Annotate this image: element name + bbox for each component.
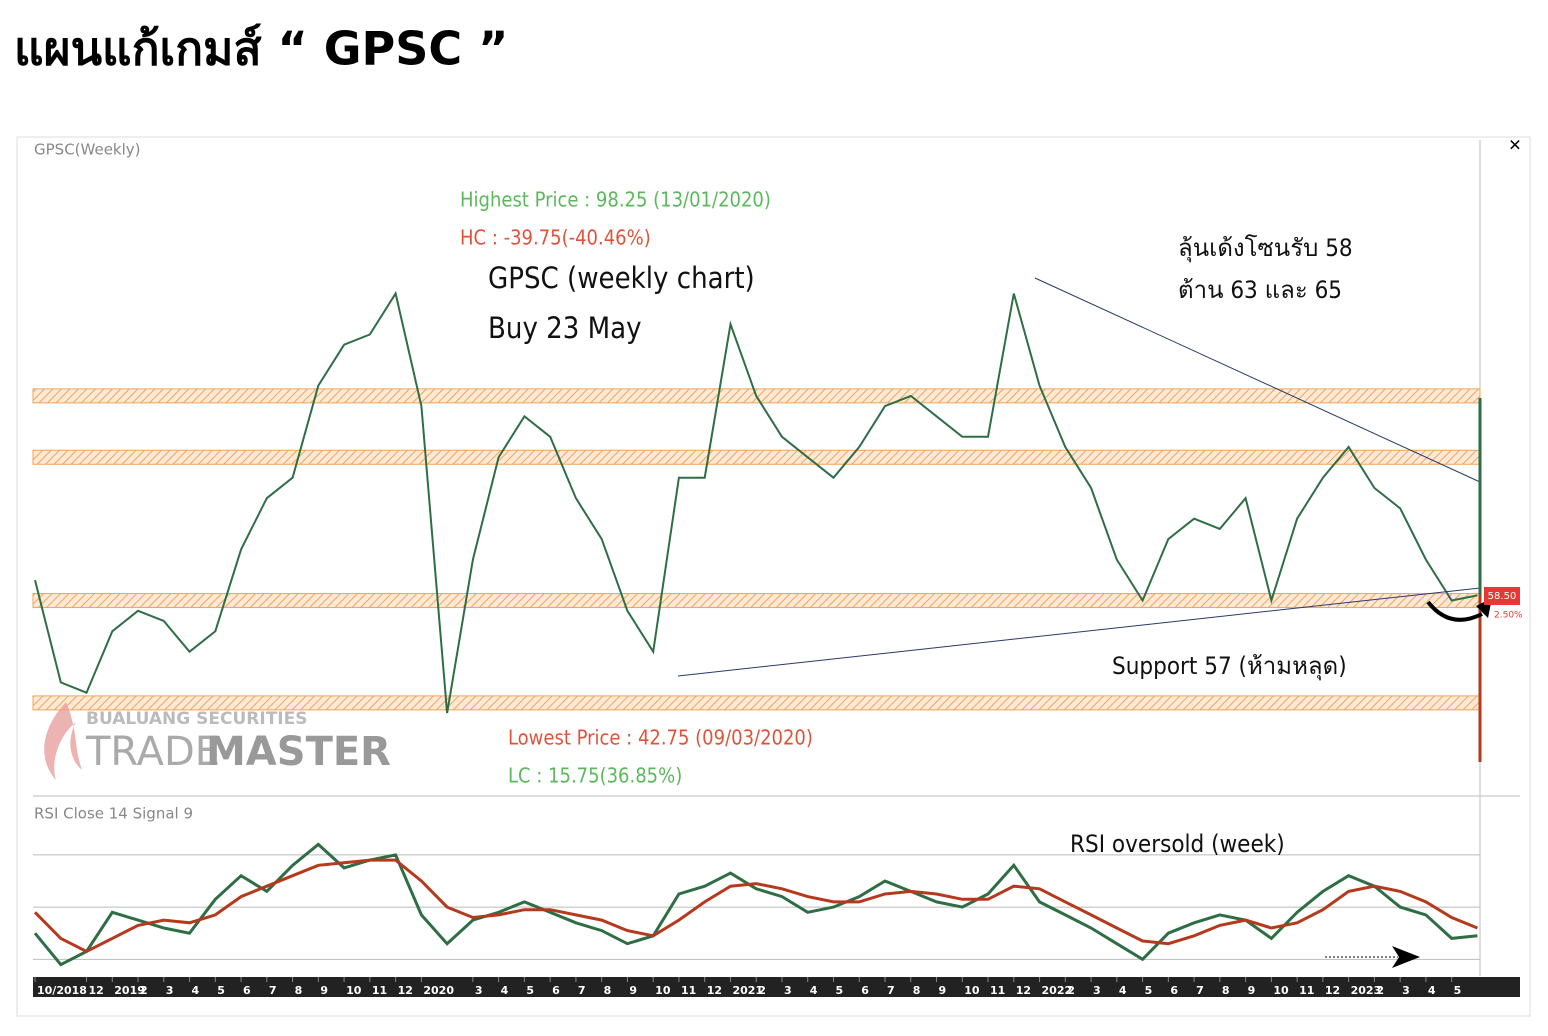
annotation: Lowest Price : 42.75 (09/03/2020) xyxy=(508,726,813,750)
x-tick-label: 12 xyxy=(707,984,722,997)
x-tick-label: 10 xyxy=(964,984,980,997)
x-tick-label: 4 xyxy=(1428,984,1436,997)
zone xyxy=(32,449,1481,465)
x-tick-label: 2021 xyxy=(732,984,763,997)
x-tick-label: 9 xyxy=(1248,984,1256,997)
watermark: TRADE xyxy=(85,729,220,775)
panel-title: RSI Close 14 Signal 9 xyxy=(34,805,193,823)
annotation: Buy 23 May xyxy=(488,311,642,345)
chart-frame xyxy=(16,136,1531,1017)
x-tick-label: 5 xyxy=(835,984,843,997)
series-line xyxy=(33,858,1478,954)
x-tick-label: 6 xyxy=(1170,984,1178,997)
x-tick-label: 4 xyxy=(501,984,509,997)
series-line xyxy=(34,290,1478,714)
x-tick-label: 2023 xyxy=(1351,984,1382,997)
zone xyxy=(32,593,1481,609)
x-axis-bar xyxy=(33,977,1520,997)
price-panel xyxy=(32,290,1481,714)
annotation: RSI oversold (week) xyxy=(1070,830,1285,858)
x-tick-label: 10 xyxy=(346,984,362,997)
x-tick-label: 8 xyxy=(604,984,612,997)
annotation: Support 57 (ห้ามหลุด) xyxy=(1112,652,1347,681)
watermark: MASTER xyxy=(206,729,391,775)
annotation: GPSC (weekly chart) xyxy=(488,261,755,295)
annotation: LC : 15.75(36.85%) xyxy=(508,764,682,788)
x-tick-label: 5 xyxy=(1145,984,1153,997)
x-tick-label: 12 xyxy=(89,984,104,997)
x-tick-label: 7 xyxy=(1196,984,1204,997)
close-icon[interactable]: ✕ xyxy=(1508,136,1521,155)
x-tick-label: 5 xyxy=(526,984,534,997)
x-tick-label: 7 xyxy=(578,984,586,997)
x-tick-label: 12 xyxy=(398,984,413,997)
x-tick-label: 8 xyxy=(1222,984,1230,997)
x-tick-label: 6 xyxy=(861,984,869,997)
annotation: ต้าน 63 และ 65 xyxy=(1178,276,1342,304)
x-tick-label: 4 xyxy=(810,984,818,997)
price-tag-label: 58.50 xyxy=(1488,591,1517,602)
x-tick-label: 3 xyxy=(1402,984,1410,997)
x-tick-label: 6 xyxy=(552,984,560,997)
x-tick-label: 10 xyxy=(1273,984,1289,997)
x-tick-label: 4 xyxy=(1119,984,1127,997)
x-tick-label: 10/2018 xyxy=(37,984,87,997)
x-tick-label: 2 xyxy=(1067,984,1075,997)
page-title: แผนแก้เกมส์ “ GPSC ” xyxy=(14,22,508,76)
change-label: 2.50% xyxy=(1494,611,1523,621)
x-tick-label: 8 xyxy=(913,984,921,997)
x-tick-label: 8 xyxy=(295,984,303,997)
x-tick-label: 2 xyxy=(758,984,766,997)
x-tick-label: 9 xyxy=(629,984,637,997)
x-tick-label: 7 xyxy=(269,984,277,997)
x-tick-label: 5 xyxy=(1454,984,1462,997)
x-tick-label: 11 xyxy=(681,984,696,997)
annotation: ลุ้นเด้งโซนรับ 58 xyxy=(1178,234,1353,263)
x-tick-label: 10 xyxy=(655,984,671,997)
x-tick-label: 2020 xyxy=(423,984,454,997)
x-tick-label: 4 xyxy=(192,984,200,997)
x-tick-label: 11 xyxy=(990,984,1005,997)
zone xyxy=(32,695,1481,711)
trend-line xyxy=(1034,277,1481,483)
x-tick-label: 11 xyxy=(1299,984,1314,997)
x-tick-label: 12 xyxy=(1325,984,1340,997)
x-tick-label: 3 xyxy=(784,984,792,997)
x-tick-label: 12 xyxy=(1016,984,1031,997)
x-tick-label: 5 xyxy=(217,984,225,997)
trend-line xyxy=(677,587,1481,677)
watermark: BUALUANG SECURITIES xyxy=(86,709,308,729)
x-tick-label: 2019 xyxy=(114,984,145,997)
rsi-panel xyxy=(33,842,1480,967)
x-tick-label: 3 xyxy=(1093,984,1101,997)
annotation: Highest Price : 98.25 (13/01/2020) xyxy=(460,188,771,212)
x-tick-label: 2 xyxy=(140,984,148,997)
x-tick-label: 2 xyxy=(1376,984,1384,997)
x-tick-label: 3 xyxy=(475,984,483,997)
annotation: HC : -39.75(-40.46%) xyxy=(460,226,651,250)
x-tick-label: 2022 xyxy=(1042,984,1073,997)
x-tick-label: 3 xyxy=(166,984,174,997)
x-tick-label: 6 xyxy=(243,984,251,997)
x-tick-label: 7 xyxy=(887,984,895,997)
logo-mark xyxy=(44,702,82,780)
panel-title: GPSC(Weekly) xyxy=(34,141,141,159)
bounce-arrow xyxy=(1426,600,1483,622)
price-tag xyxy=(1484,587,1520,605)
x-tick-label: 11 xyxy=(372,984,387,997)
x-tick-label: 9 xyxy=(320,984,328,997)
x-tick-label: 9 xyxy=(939,984,947,997)
arrow-head xyxy=(1392,946,1420,968)
